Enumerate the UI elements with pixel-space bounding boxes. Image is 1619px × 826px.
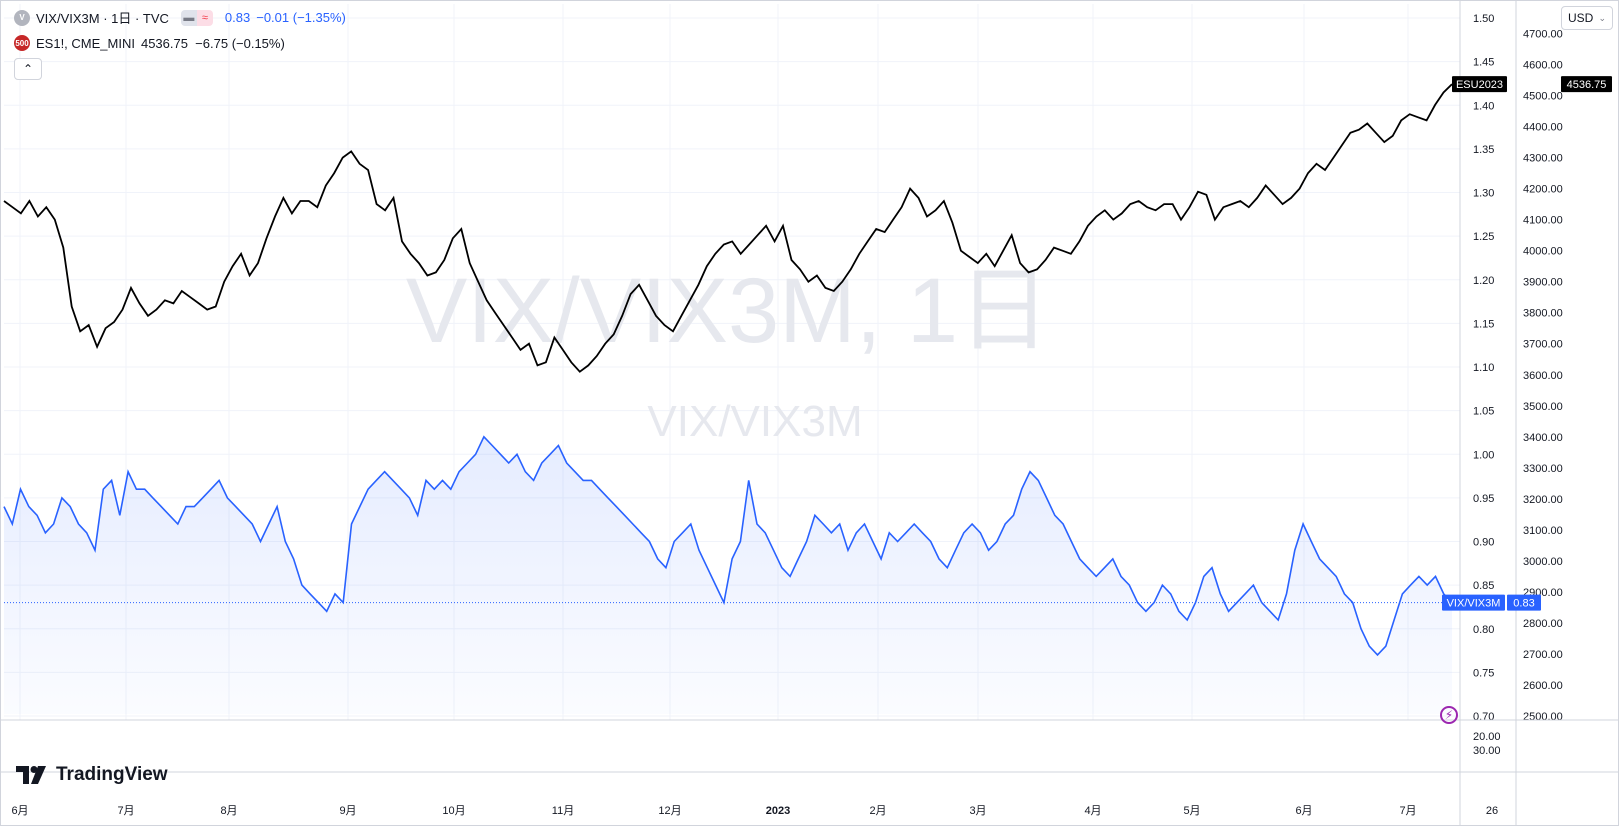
- inner-axis-tick: 1.25: [1473, 231, 1494, 243]
- x-axis-tick: 10月: [442, 805, 465, 817]
- outer-axis-tick: 3000.00: [1523, 556, 1563, 568]
- outer-axis-tick: 2500.00: [1523, 711, 1563, 723]
- overlay-symbol-label[interactable]: ES1!, CME_MINI: [36, 35, 135, 51]
- main-legend[interactable]: V VIX/VIX3M · 1日 · TVC ▬ ≈ 0.83 −0.01 (−…: [14, 8, 346, 27]
- overlay-legend[interactable]: 500 ES1!, CME_MINI 4536.75 −6.75 (−0.15%…: [14, 35, 285, 51]
- inner-axis-tick: 0.90: [1473, 537, 1494, 549]
- x-axis-tick: 12月: [658, 805, 681, 817]
- inner-axis-tick: 1.10: [1473, 362, 1494, 374]
- inner-axis-tick: 0.80: [1473, 624, 1494, 636]
- currency-button[interactable]: USD ⌄: [1561, 6, 1613, 30]
- overlay-values: 4536.75 −6.75 (−0.15%): [140, 35, 285, 51]
- outer-axis-tick: 3900.00: [1523, 277, 1563, 289]
- outer-axis-tick: 3700.00: [1523, 339, 1563, 351]
- inner-axis-tick: 0.70: [1473, 711, 1494, 723]
- watermark-subtitle: VIX/VIX3M: [647, 397, 862, 446]
- chevron-up-icon: ⌃: [22, 62, 34, 76]
- vix-last-price-tag-bg: [1507, 594, 1541, 611]
- outer-axis-tick: 3200.00: [1523, 494, 1563, 506]
- es-last-price-tag: 4536.75: [1567, 79, 1607, 91]
- watermark: VIX/VIX3M, 1日 VIX/VIX3M: [406, 260, 1050, 446]
- main-price: 0.83: [224, 10, 251, 25]
- inner-axis-tick: 1.50: [1473, 13, 1494, 25]
- watermark-title: VIX/VIX3M, 1日: [406, 260, 1050, 362]
- x-axis-tick: 2023: [766, 805, 790, 817]
- outer-axis-tick: 3300.00: [1523, 463, 1563, 475]
- main-symbol-label[interactable]: VIX/VIX3M · 1日 · TVC: [36, 11, 169, 26]
- x-axis-tick: 7月: [1399, 805, 1416, 817]
- outer-axis-tick: 4300.00: [1523, 153, 1563, 165]
- outer-axis-tick: 4600.00: [1523, 60, 1563, 72]
- outer-axis-tick: 2800.00: [1523, 618, 1563, 630]
- outer-axis-tick: 4700.00: [1523, 29, 1563, 41]
- es-series-line: [3, 83, 1453, 373]
- outer-axis-tick: 3800.00: [1523, 308, 1563, 320]
- lower-axis-tick: 30.00: [1473, 745, 1501, 757]
- es-series-tag-bg: [1452, 76, 1507, 93]
- outer-axis-tick: 2600.00: [1523, 680, 1563, 692]
- outer-axis-tick: 4000.00: [1523, 246, 1563, 258]
- vix-series-tag: VIX/VIX3M: [1447, 598, 1501, 610]
- x-axis-tick: 2月: [869, 805, 886, 817]
- x-axis-tick: 9月: [339, 805, 356, 817]
- inner-axis-tick: 0.95: [1473, 493, 1494, 505]
- vix-last-price-tag: 0.83: [1513, 598, 1534, 610]
- vix-series-line: [3, 435, 1453, 657]
- x-axis-tick: 26: [1486, 805, 1498, 817]
- outer-axis-tick: 3500.00: [1523, 401, 1563, 413]
- outer-axis-tick: 4200.00: [1523, 184, 1563, 196]
- settings-wave-icon[interactable]: ≈: [196, 9, 213, 26]
- inner-axis-tick: 1.00: [1473, 449, 1494, 461]
- tv-logo-text: TradingView: [56, 764, 168, 785]
- inner-axis-tick: 1.35: [1473, 144, 1494, 156]
- main-change: −0.01 (−1.35%): [256, 10, 346, 25]
- lightning-icon[interactable]: ⚡: [1440, 706, 1458, 724]
- lower-axis-tick: 20.00: [1473, 731, 1501, 743]
- inner-axis-tick: 1.15: [1473, 318, 1494, 330]
- x-axis-tick: 6月: [1295, 805, 1312, 817]
- outer-axis-tick: 3400.00: [1523, 432, 1563, 444]
- es-badge: 500: [14, 35, 30, 51]
- symbol-badge: V: [14, 9, 30, 26]
- inner-axis-tick: 0.75: [1473, 667, 1494, 679]
- visibility-toggle[interactable]: ▬ ≈: [180, 9, 213, 26]
- inner-axis-tick: 1.30: [1473, 188, 1494, 200]
- x-axis-tick: 6月: [11, 805, 28, 817]
- x-axis-tick: 8月: [220, 805, 237, 817]
- tv-logo-icon: [16, 766, 46, 784]
- inner-axis-tick: 1.45: [1473, 57, 1494, 69]
- x-axis-tick: 7月: [117, 805, 134, 817]
- inner-axis-tick: 1.40: [1473, 100, 1494, 112]
- outer-axis-tick: 2700.00: [1523, 649, 1563, 661]
- tradingview-logo[interactable]: TradingView: [16, 764, 168, 786]
- inner-axis-tick: 1.20: [1473, 275, 1494, 287]
- series-layer: [3, 83, 1460, 714]
- collapse-legend-button[interactable]: ⌃: [14, 58, 42, 80]
- outer-axis-tick: 4100.00: [1523, 215, 1563, 227]
- vix-series-tag-bg: [1442, 594, 1505, 611]
- inner-axis-tick: 1.05: [1473, 406, 1494, 418]
- outer-axis-tick: 3100.00: [1523, 525, 1563, 537]
- outer-axis-tick: 3600.00: [1523, 370, 1563, 382]
- es-series-tag: ESU2023: [1456, 79, 1503, 91]
- hide-icon[interactable]: ▬: [180, 9, 197, 26]
- outer-axis-tick: 4500.00: [1523, 91, 1563, 103]
- x-axis-tick: 3月: [969, 805, 986, 817]
- vix-area: [4, 436, 1452, 714]
- outer-axis-tick: 4400.00: [1523, 122, 1563, 134]
- chevron-down-icon: ⌄: [1598, 12, 1606, 23]
- es-last-price-tag-bg: [1561, 76, 1612, 93]
- inner-axis-tick: 0.85: [1473, 580, 1494, 592]
- x-axis-tick: 11月: [552, 805, 574, 817]
- x-axis-tick: 5月: [1183, 805, 1200, 817]
- currency-label: USD: [1568, 11, 1594, 25]
- x-axis-tick: 4月: [1084, 805, 1101, 817]
